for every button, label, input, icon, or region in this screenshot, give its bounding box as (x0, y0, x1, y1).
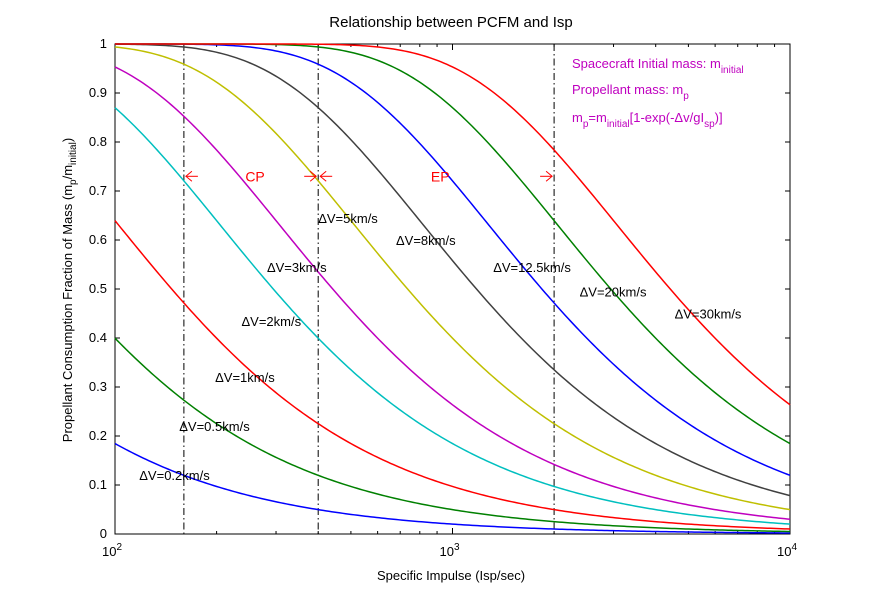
region-label: EP (431, 168, 450, 184)
y-tick-label: 0.9 (89, 85, 107, 100)
region-arrowhead (185, 170, 193, 182)
y-axis-label: Propellant Consumption Fraction of Mass … (60, 138, 79, 442)
region-arrowhead (319, 170, 327, 182)
series-line (114, 66, 791, 520)
region-label: CP (245, 168, 264, 184)
y-tick-label: 0.5 (89, 281, 107, 296)
curve-label: ΔV=12.5km/s (493, 260, 571, 275)
series-line (115, 43, 791, 406)
series-line (114, 442, 791, 534)
y-tick-label: 0.4 (89, 330, 107, 345)
y-tick-label: 0.2 (89, 428, 107, 443)
region-arrowhead (309, 170, 317, 182)
curve-label: ΔV=0.5km/s (179, 419, 250, 434)
curve-label: ΔV=5km/s (318, 211, 378, 226)
y-tick-label: 0.7 (89, 183, 107, 198)
curve-label: ΔV=8km/s (396, 233, 456, 248)
curve-label: ΔV=20km/s (580, 284, 647, 299)
y-tick-label: 0.8 (89, 134, 107, 149)
legend-line: mp=minitial[1-exp(-Δv/gIsp)] (572, 110, 723, 130)
legend-line: Propellant mass: mp (572, 82, 689, 102)
curve-label: ΔV=1km/s (215, 370, 275, 385)
series-line (114, 337, 791, 533)
series-line (114, 107, 791, 525)
plot-area: 0 0.1 0.2 0.3 0.4 0.5 0.6 0.7 0.8 0.9 1 102 103 104 ΔV… (89, 36, 798, 559)
curve-label: ΔV=0.2km/s (139, 468, 210, 483)
curve-label: ΔV=30km/s (675, 307, 742, 322)
curve-label: ΔV=2km/s (241, 314, 301, 329)
y-tick-label: 0.6 (89, 232, 107, 247)
chart-title: Relationship between PCFM and Isp (329, 14, 572, 31)
x-tick-label: 104 (777, 542, 797, 559)
region-arrowhead (545, 170, 553, 182)
plot-frame (114, 43, 791, 535)
x-tick-label: 103 (439, 542, 459, 559)
legend-line: Spacecraft Initial mass: minitial (572, 56, 744, 76)
y-tick-label: 1 (100, 36, 107, 51)
x-tick-label: 102 (102, 542, 122, 559)
series-line (114, 46, 791, 511)
curve-label: ΔV=3km/s (267, 260, 327, 275)
y-tick-label: 0.1 (89, 477, 107, 492)
y-tick-label: 0 (100, 526, 107, 541)
series-line (115, 43, 791, 477)
x-axis-label: Specific Impulse (Isp/sec) (377, 568, 525, 583)
y-tick-label: 0.3 (89, 379, 107, 394)
legend: Spacecraft Initial mass: minitial Propell… (572, 56, 744, 130)
series-line (114, 220, 791, 530)
series-line (114, 43, 791, 497)
